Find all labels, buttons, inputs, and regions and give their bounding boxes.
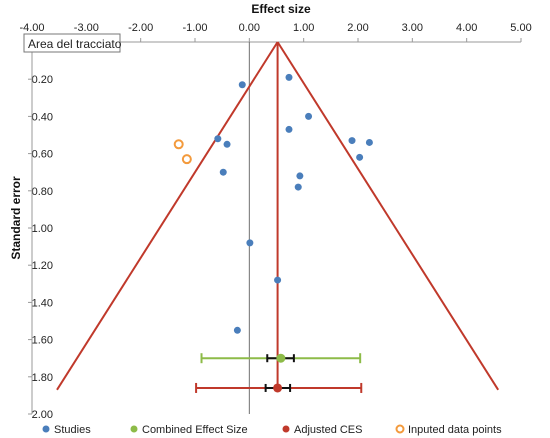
y-tick-label: 0.80 — [32, 186, 53, 198]
study-point — [219, 168, 227, 176]
study-point — [356, 153, 364, 161]
y-tick-labels: 0.20 0.40 0.60 0.80 1.00 1.20 1.40 1.60 1.80 2.00 — [32, 74, 53, 421]
plot-area-tooltip: Area del tracciato — [23, 33, 122, 53]
x-tick-label: -3.00 — [74, 22, 99, 34]
imputed-point — [181, 154, 192, 165]
x-tick-labels: -4.00 -3.00 -2.00 -1.00 0.00 1.00 2.00 3.00 4.00… — [19, 22, 531, 34]
study-point — [233, 326, 241, 334]
study-point — [246, 239, 254, 247]
x-tick-label: -2.00 — [128, 22, 153, 34]
study-point — [305, 112, 313, 120]
y-tick-label: 0.40 — [32, 111, 53, 123]
x-tick-label: -1.00 — [182, 22, 207, 34]
tooltip-label: Area del tracciato — [28, 37, 122, 51]
study-point — [274, 276, 282, 284]
study-point — [223, 140, 231, 148]
x-tick-label: 0.00 — [239, 22, 260, 34]
x-tick-label: 4.00 — [456, 22, 477, 34]
study-point — [285, 73, 293, 81]
legend: Studies Combined Effect Size Adjusted CES I… — [42, 424, 502, 436]
combined-effect-point — [276, 353, 286, 363]
x-tick-label: 1.00 — [293, 22, 314, 34]
y-tick-label: 0.60 — [32, 149, 53, 161]
funnel-left-line — [56, 41, 279, 391]
x-axis-title: Effect size — [251, 2, 311, 16]
legend-adjusted-ces-marker — [282, 425, 290, 433]
legend-combined-effect-size-marker — [130, 425, 138, 433]
study-point — [365, 138, 373, 146]
funnel-right-line — [276, 41, 500, 391]
legend-inputed-data-points-marker — [395, 424, 405, 434]
funnel-lines — [56, 41, 500, 391]
data-points — [173, 73, 373, 393]
study-point — [214, 135, 222, 143]
imputed-point — [173, 139, 184, 150]
legend-inputed-data-points-label: Inputed data points — [408, 424, 502, 436]
y-axis-title: Standard error — [9, 176, 23, 260]
legend-combined-effect-size-label: Combined Effect Size — [142, 424, 248, 436]
legend-studies-label: Studies — [54, 424, 91, 436]
y-tick-label: 1.60 — [32, 335, 53, 347]
x-tick-label: 2.00 — [347, 22, 368, 34]
y-tick-label: 1.00 — [32, 223, 53, 235]
study-point — [294, 183, 302, 191]
y-tick-label: 1.40 — [32, 297, 53, 309]
x-tick-label: 3.00 — [402, 22, 423, 34]
x-tick-label: -4.00 — [19, 22, 44, 34]
study-point — [285, 125, 293, 133]
study-point — [296, 172, 304, 180]
y-tick-label: 1.80 — [32, 372, 53, 384]
legend-studies-marker — [42, 425, 50, 433]
adjusted-ces-point — [273, 383, 283, 393]
y-tick-label: 2.00 — [32, 409, 53, 421]
y-tick-label: 1.20 — [32, 260, 53, 272]
x-tick-label: 5.00 — [510, 22, 531, 34]
study-point — [348, 137, 356, 145]
study-point — [238, 81, 246, 89]
y-tick-label: 0.20 — [32, 74, 53, 86]
legend-adjusted-ces-label: Adjusted CES — [294, 424, 362, 436]
tooltip-box — [23, 33, 121, 53]
